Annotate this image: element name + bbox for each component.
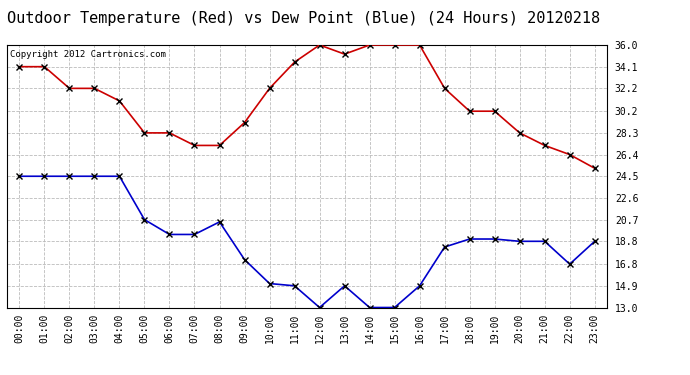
Text: Outdoor Temperature (Red) vs Dew Point (Blue) (24 Hours) 20120218: Outdoor Temperature (Red) vs Dew Point (… <box>7 11 600 26</box>
Text: Copyright 2012 Cartronics.com: Copyright 2012 Cartronics.com <box>10 50 166 59</box>
